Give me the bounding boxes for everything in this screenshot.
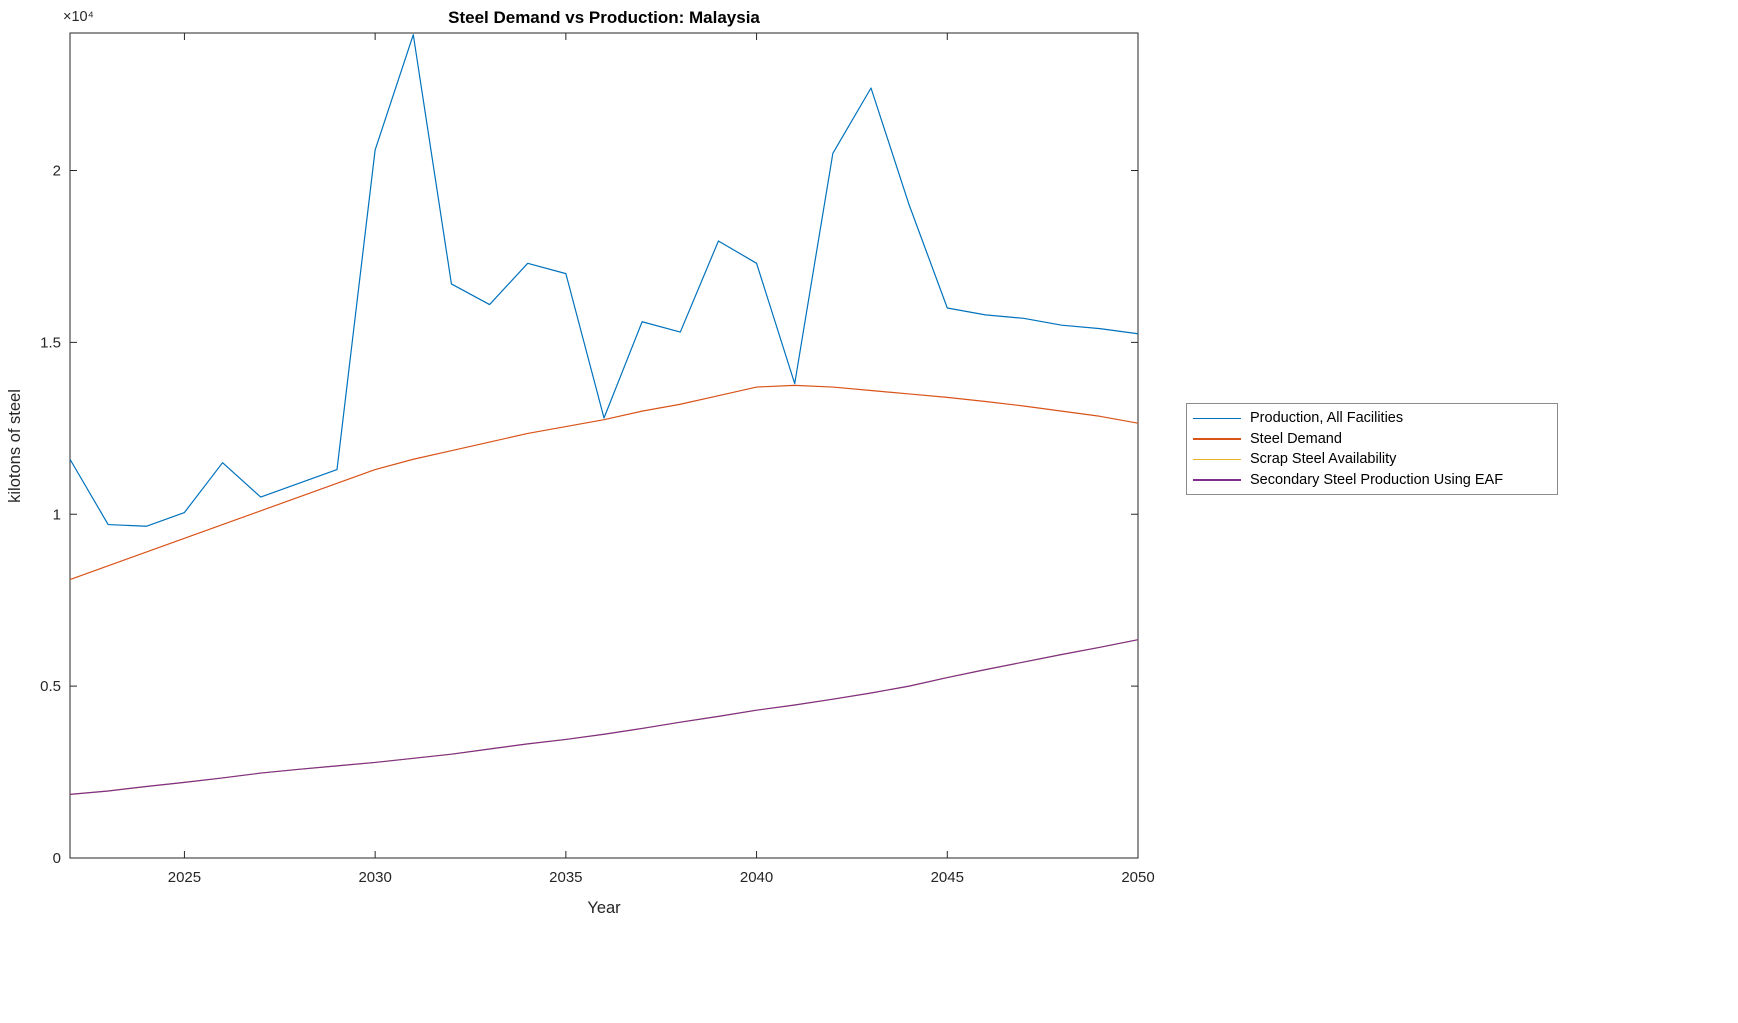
legend: Production, All Facilities Steel Demand Sc… xyxy=(1186,403,1558,495)
chart-title: Steel Demand vs Production: Malaysia xyxy=(448,8,760,27)
y-tick-label: 2 xyxy=(53,163,61,180)
y-axis-multiplier: ×10⁴ xyxy=(63,9,94,25)
legend-label: Secondary Steel Production Using EAF xyxy=(1250,471,1504,488)
x-tick-label: 2045 xyxy=(931,869,964,886)
legend-label: Scrap Steel Availability xyxy=(1250,451,1397,468)
x-tick-label: 2050 xyxy=(1121,869,1154,886)
legend-item: Production, All Facilities xyxy=(1193,408,1551,429)
y-tick-label: 0.5 xyxy=(40,678,61,695)
legend-label: Production, All Facilities xyxy=(1250,410,1404,427)
series-line-scrap-steel-availability xyxy=(69,639,1139,796)
y-tick-label: 1.5 xyxy=(40,334,61,351)
x-tick-label: 2025 xyxy=(168,869,201,886)
plot-area: 2025 2030 2035 2040 2045 2050 0 0.5 1 1.5 2 xyxy=(40,32,1155,886)
legend-item: Scrap Steel Availability xyxy=(1193,449,1551,470)
y-tick-label: 1 xyxy=(53,506,61,523)
x-tick-label: 2030 xyxy=(358,869,391,886)
legend-label: Steel Demand xyxy=(1250,430,1342,447)
legend-line-sample xyxy=(1193,438,1241,440)
series-line-production-all-facilities xyxy=(69,34,1139,527)
series-line-secondary-steel-production-using-eaf xyxy=(69,639,1139,796)
legend-line-sample xyxy=(1193,479,1241,481)
legend-item: Steel Demand xyxy=(1193,429,1551,450)
y-axis-label: kilotons of steel xyxy=(6,389,24,503)
legend-line-sample xyxy=(1193,458,1241,460)
legend-line-sample xyxy=(1193,417,1241,419)
series-line-steel-demand xyxy=(69,384,1139,581)
legend-item: Secondary Steel Production Using EAF xyxy=(1193,470,1551,491)
x-tick-label: 2040 xyxy=(740,869,773,886)
y-tick-label: 0 xyxy=(53,850,61,867)
axes-box xyxy=(69,32,1139,859)
x-axis-label: Year xyxy=(587,899,621,917)
x-tick-label: 2035 xyxy=(549,869,582,886)
